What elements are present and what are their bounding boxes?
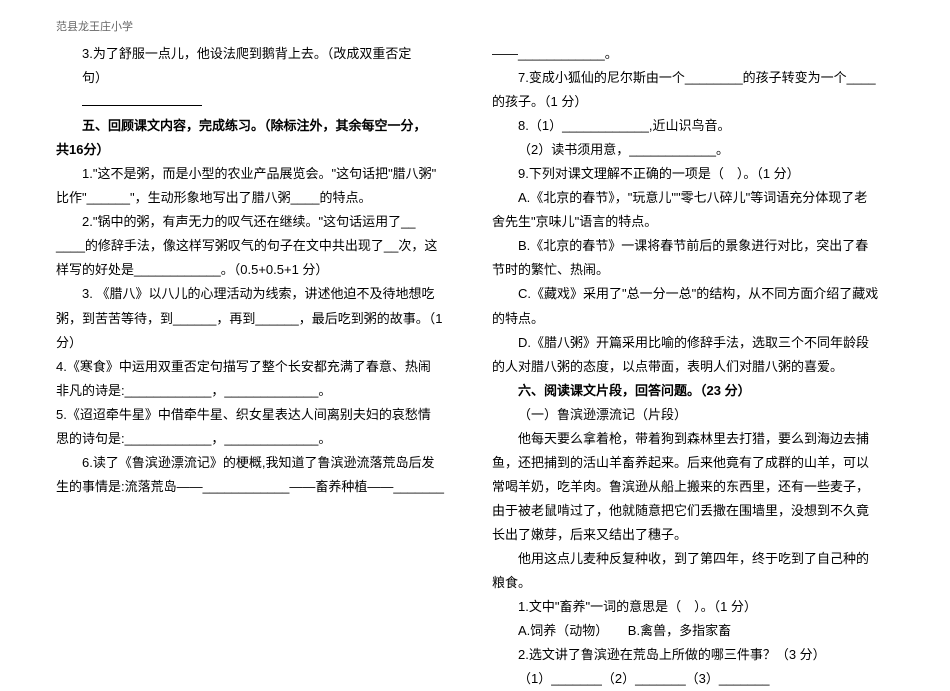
passage-title: （一）鲁滨逊漂流记（片段）: [492, 403, 900, 427]
q5-9C2: 的特点。: [492, 307, 900, 331]
q5-9A1: A.《北京的春节》，"玩意儿""零七八碎儿"等词语充分体现了老: [492, 186, 900, 210]
section6-title: 六、阅读课文片段，回答问题。（23 分）: [492, 379, 900, 403]
p1a: 他每天要么拿着枪，带着狗到森林里去打猎，要么到海边去捕: [492, 427, 900, 451]
section5-title-a: 五、回顾课文内容，完成练习。（除标注外，其余每空一分，: [56, 114, 464, 138]
q5-8a: 8.（1）____________,近山识鸟音。: [492, 114, 900, 138]
q5-9B2: 节时的繁忙、热闹。: [492, 258, 900, 282]
q5-4b: 非凡的诗是:____________，_____________。: [56, 379, 464, 403]
section5-title-b: 共16分）: [56, 138, 464, 162]
pq2-blanks: （1）_______（2）_______（3）_______: [492, 667, 900, 691]
p1b: 鱼，还把捕到的活山羊畜养起来。后来他竟有了成群的山羊，可以: [492, 451, 900, 475]
pq2: 2.选文讲了鲁滨逊在荒岛上所做的哪三件事？（3 分）: [492, 643, 900, 667]
p2b: 粮食。: [492, 571, 900, 595]
q5-6a: 6.读了《鲁滨逊漂流记》的梗概,我知道了鲁滨逊流落荒岛后发: [56, 451, 464, 475]
q5-9D2: 的人对腊八粥的态度，以点带面，表明人们对腊八粥的喜爱。: [492, 355, 900, 379]
p1e: 长出了嫩芽，后来又结出了穗子。: [492, 523, 900, 547]
q5-2c: 样写的好处是____________。（0.5+0.5+1 分）: [56, 258, 464, 282]
q3-blank: [56, 90, 464, 114]
page-header: 范县龙王庄小学: [56, 18, 900, 34]
pq1: 1.文中"畜养"一词的意思是（ ）。（1 分）: [492, 595, 900, 619]
p1c: 常喝羊奶，吃羊肉。鲁滨逊从船上搬来的东西里，还有一些麦子，: [492, 475, 900, 499]
q5-2b: ____的修辞手法，像这样写粥叹气的句子在文中共出现了__次，这: [56, 234, 464, 258]
q5-5: 5.《迢迢牵牛星》中借牵牛星、织女星表达人间离别夫妇的哀愁情: [56, 403, 464, 427]
left-column: 3.为了舒服一点儿，他设法爬到鹅背上去。（改成双重否定 句） 五、回顾课文内容，…: [56, 42, 464, 691]
right-column: ——____________。 7.变成小狐仙的尼尔斯由一个________的孩…: [492, 42, 900, 691]
q5-3b: 粥，到苦苦等待，到______，再到______，最后吃到粥的故事。（1: [56, 307, 464, 331]
p1d: 由于被老鼠啃过了，他就随意把它们丢撒在围墙里，没想到不久竟: [492, 499, 900, 523]
q5-9D1: D.《腊八粥》开篇采用比喻的修辞手法，选取三个不同年龄段: [492, 331, 900, 355]
q5-9: 9.下列对课文理解不正确的一项是（ ）。（1 分）: [492, 162, 900, 186]
q5-8b: （2）读书须用意，____________。: [492, 138, 900, 162]
q5-7a: 7.变成小狐仙的尼尔斯由一个________的孩子转变为一个____: [492, 66, 900, 90]
q5-6b: 生的事情是:流落荒岛——____________——畜养种植——_______: [56, 475, 464, 499]
q5-4: 4.《寒食》中运用双重否定句描写了整个长安都充满了春意、热闹: [56, 355, 464, 379]
q5-9B1: B.《北京的春节》一课将春节前后的景象进行对比，突出了春: [492, 234, 900, 258]
p2a: 他用这点儿麦种反复种收，到了第四年，终于吃到了自己种的: [492, 547, 900, 571]
q5-3a: 3. 《腊八》以八儿的心理活动为线索，讲述他迫不及待地想吃: [56, 282, 464, 306]
q5-9C1: C.《藏戏》采用了"总一分一总"的结构，从不同方面介绍了藏戏: [492, 282, 900, 306]
q5-2a: 2."锅中的粥，有声无力的叹气还在继续。"这句话运用了__: [56, 210, 464, 234]
content-columns: 3.为了舒服一点儿，他设法爬到鹅背上去。（改成双重否定 句） 五、回顾课文内容，…: [56, 42, 900, 691]
q5-9A2: 舍先生"京味儿"语言的特点。: [492, 210, 900, 234]
q5-1b: 比作"______"，生动形象地写出了腊八粥____的特点。: [56, 186, 464, 210]
q5-7b: 的孩子。（1 分）: [492, 90, 900, 114]
q5-5b: 思的诗句是:____________，_____________。: [56, 427, 464, 451]
q5-1a: 1."这不是粥，而是小型的农业产品展览会。"这句话把"腊八粥": [56, 162, 464, 186]
q3-line1: 3.为了舒服一点儿，他设法爬到鹅背上去。（改成双重否定: [56, 42, 464, 66]
q3-line2: 句）: [56, 66, 464, 90]
pq1-options: A.饲养（动物） B.禽兽，多指家畜: [492, 619, 900, 643]
q5-3c: 分）: [56, 331, 464, 355]
cont-line: ——____________。: [492, 42, 900, 66]
